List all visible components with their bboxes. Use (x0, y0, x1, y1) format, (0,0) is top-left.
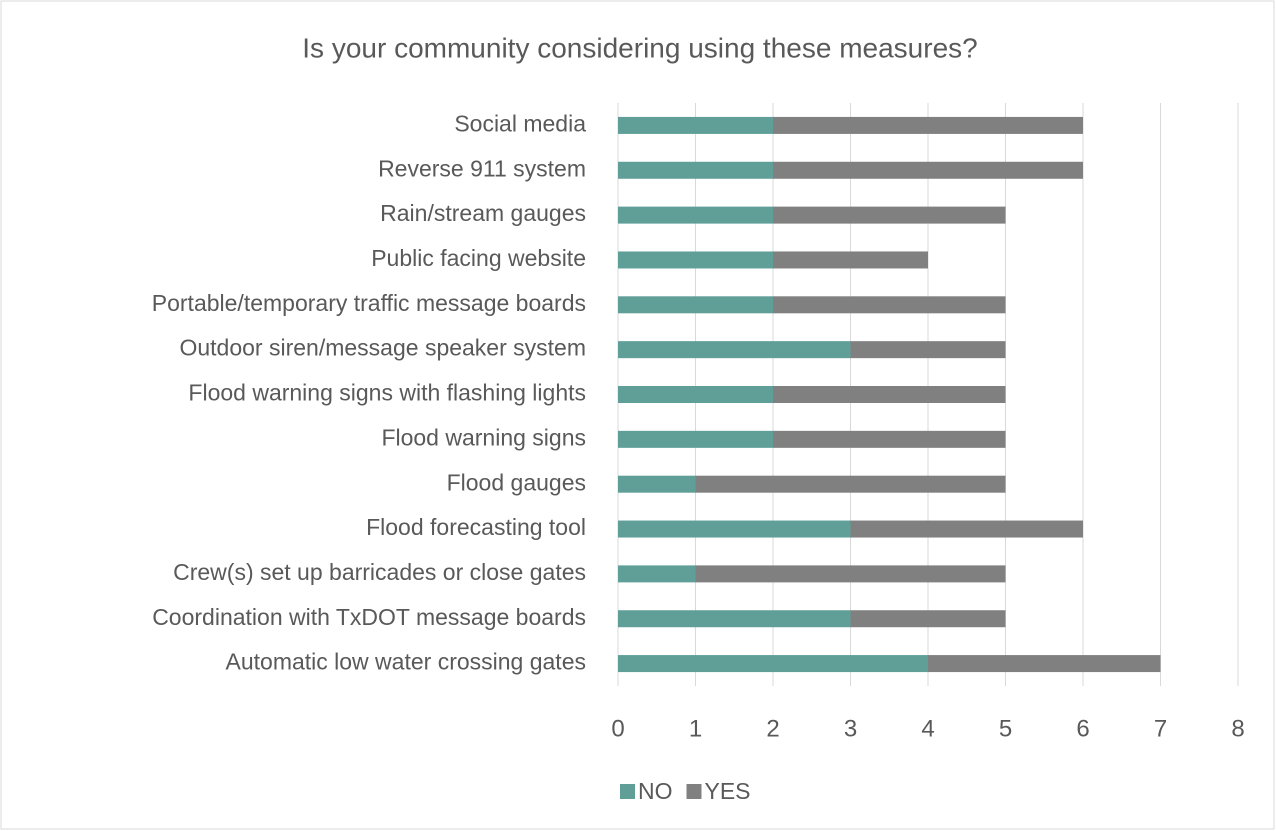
bar-segment (618, 251, 773, 269)
chart-title: Is your community considering using thes… (302, 32, 977, 63)
bar-segment (618, 520, 851, 538)
legend-swatch (686, 784, 702, 799)
x-tick-label: 3 (844, 715, 857, 742)
legend-swatch (620, 784, 635, 799)
x-tick-label: 0 (611, 715, 624, 742)
bar-segment (618, 610, 851, 628)
x-tick-label: 4 (921, 715, 934, 742)
legend-label: NO (638, 778, 673, 804)
y-tick-label: Rain/stream gauges (380, 200, 586, 226)
bar-segment (618, 116, 773, 134)
bar-segment (850, 520, 1083, 538)
legend-label: YES (705, 778, 751, 804)
bar-segment (618, 296, 773, 314)
bar-segment (618, 341, 851, 359)
bar-segment (773, 386, 1006, 403)
x-tick-label: 5 (999, 715, 1012, 742)
x-tick-label: 8 (1231, 715, 1244, 742)
y-tick-label: Flood warning signs (381, 424, 586, 450)
bar-segment (773, 161, 1083, 179)
y-tick-label: Public facing website (371, 245, 586, 271)
bar-segment (928, 655, 1161, 673)
bar-segment (773, 206, 1006, 224)
bar-segment (773, 251, 928, 269)
bar-segment (850, 610, 1006, 628)
y-tick-label: Social media (454, 111, 586, 137)
bar-segment (850, 341, 1006, 359)
y-tick-label: Flood gauges (447, 469, 586, 495)
y-tick-label: Automatic low water crossing gates (226, 649, 587, 675)
y-tick-label: Crew(s) set up barricades or close gates (173, 559, 586, 585)
bar-segment (618, 206, 773, 224)
y-tick-label: Reverse 911 system (378, 155, 586, 181)
bar-segment (695, 565, 1006, 583)
y-tick-label: Flood warning signs with flashing lights (188, 380, 586, 406)
x-tick-label: 7 (1154, 715, 1167, 742)
bar-segment (618, 475, 696, 493)
bar-segment (773, 296, 1006, 314)
bar-segment (618, 430, 773, 448)
y-tick-label: Coordination with TxDOT message boards (152, 604, 586, 630)
bar-segment (618, 386, 773, 403)
x-tick-label: 1 (689, 715, 702, 742)
bar-segment (773, 116, 1083, 134)
bar-segment (695, 475, 1006, 493)
y-tick-label: Outdoor siren/message speaker system (179, 335, 586, 361)
x-tick-label: 6 (1076, 715, 1089, 742)
x-tick-label: 2 (766, 715, 779, 742)
bar-segment (773, 430, 1006, 448)
y-tick-label: Portable/temporary traffic message board… (152, 290, 586, 316)
y-tick-label: Flood forecasting tool (366, 514, 586, 540)
bar-segment (618, 655, 928, 673)
bar-segment (618, 161, 773, 179)
bar-segment (618, 565, 696, 583)
